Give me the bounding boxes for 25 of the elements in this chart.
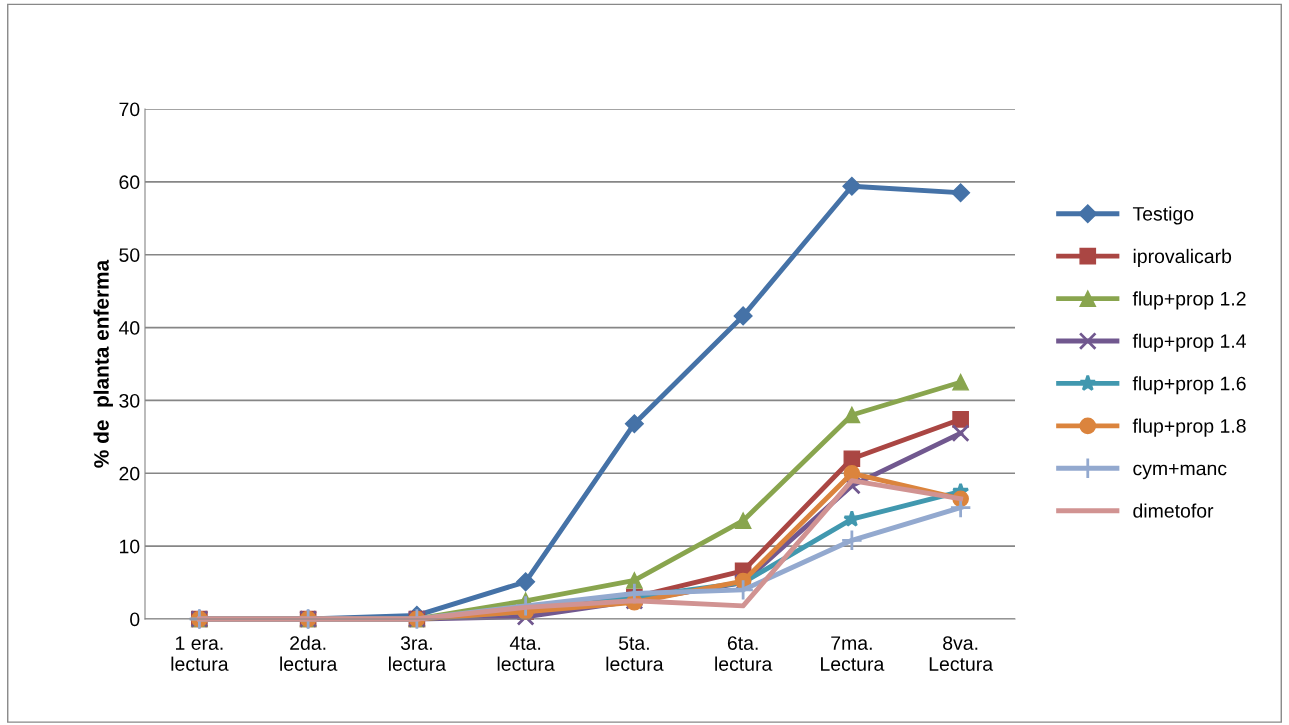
x-tick-label: 8va. Lectura: [929, 636, 994, 671]
legend-label: flup+prop 1.4: [1132, 333, 1246, 352]
legend-label: cym+manc: [1133, 463, 1227, 480]
x-tick-label: 2da. lectura: [280, 635, 338, 671]
y-tick-label: 30: [119, 393, 140, 408]
legend-label: Testigo: [1132, 206, 1194, 225]
y-tick-label: 70: [119, 102, 140, 117]
x-tick-label: 5ta. lectura: [606, 636, 664, 671]
legend-label: flup+prop 1.8: [1132, 418, 1246, 437]
y-tick-label: 60: [119, 175, 140, 190]
legend-label: iprovalicarb: [1133, 248, 1232, 267]
legend-label: flup+prop 1.2: [1132, 291, 1246, 310]
y-tick-label: 10: [120, 539, 140, 554]
x-tick-label: 1 era. lectura: [171, 636, 229, 671]
y-tick-label: 20: [119, 466, 140, 481]
x-tick-label: 6ta. lectura: [715, 636, 773, 671]
x-tick-label: 4ta. lectura: [497, 636, 555, 671]
y-tick-label: 0: [130, 612, 140, 627]
legend-label: dimetofor: [1133, 503, 1214, 518]
x-tick-label: 7ma. Lectura: [821, 636, 885, 671]
legend-label: flup+prop 1.6: [1132, 376, 1246, 395]
y-tick-label: 40: [118, 321, 140, 335]
x-tick-label: 3ra. lectura: [389, 636, 447, 671]
y-tick-label: 50: [119, 248, 140, 262]
y-axis-title: % de planta enferma: [93, 259, 113, 468]
